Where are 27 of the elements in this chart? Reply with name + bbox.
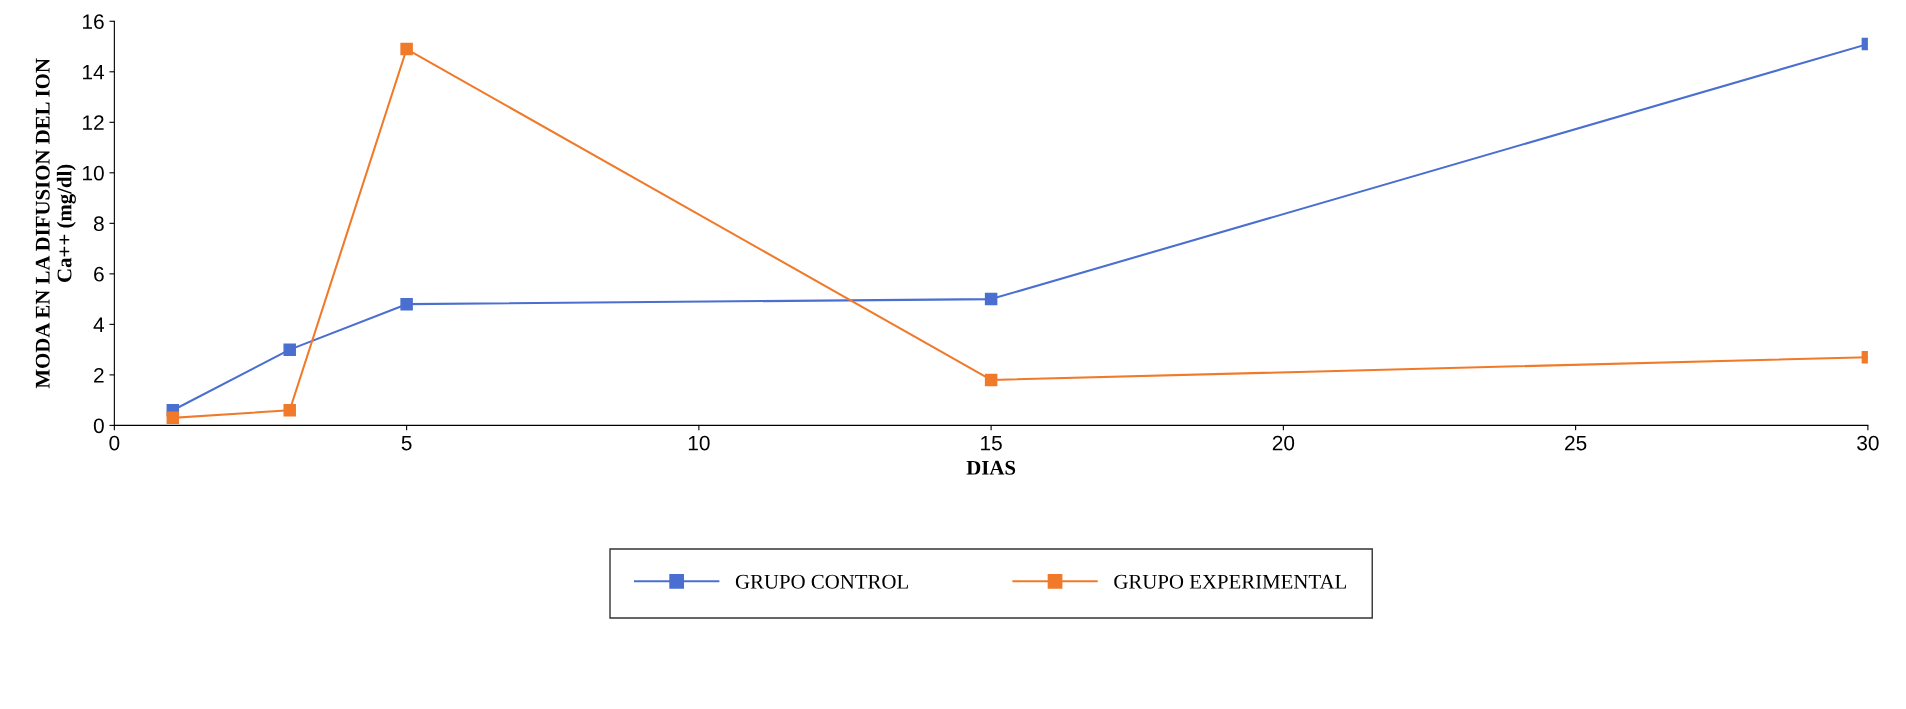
point	[283, 403, 296, 417]
y-axis-title: MODA EN LA DIFUSION DEL ION Ca++ (mg/dl)	[35, 58, 76, 389]
x-tick-label: 0	[109, 435, 120, 451]
y-tick-label: 0	[93, 418, 104, 434]
y-tick-label: 2	[94, 367, 104, 383]
point	[400, 42, 413, 56]
x-tick-label: 10	[688, 435, 710, 451]
y-tick-label: 6	[94, 266, 104, 282]
y-tick-label: 16	[83, 14, 104, 30]
x-tick-label: 25	[1565, 435, 1587, 451]
legend-label: GRUPO EXPERIMENTAL	[1114, 574, 1346, 589]
point	[984, 292, 998, 306]
y-tick-label: 10	[83, 165, 104, 181]
y-tick-label: 8	[93, 216, 104, 232]
y-tick-label: 12	[83, 115, 104, 130]
legend-label: GRUPO CONTROL	[735, 574, 908, 589]
x-tick-label: 20	[1272, 435, 1295, 451]
point	[166, 411, 180, 425]
point	[283, 343, 296, 356]
x-axis-title: DIAS	[966, 460, 1016, 475]
y-tick-label: 14	[83, 65, 105, 80]
x-tick-label: 5	[401, 435, 412, 451]
x-tick-label: 15	[981, 435, 1002, 451]
point	[400, 297, 413, 311]
point	[984, 373, 998, 387]
y-tick-label: 4	[93, 317, 105, 332]
x-tick-label: 30	[1857, 435, 1879, 451]
